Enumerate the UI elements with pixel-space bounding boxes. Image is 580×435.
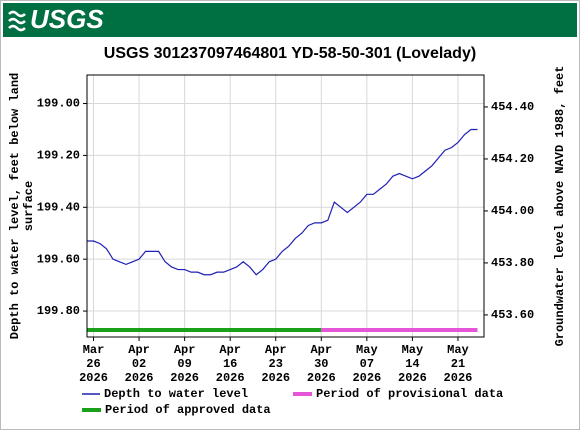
- y-tick-label: 199.00: [37, 97, 80, 111]
- x-tick-label: Apr: [219, 343, 241, 357]
- x-tick-label: 2026: [125, 371, 154, 385]
- x-tick-label: 21: [451, 357, 465, 371]
- x-tick-label: May: [447, 343, 469, 357]
- x-tick-label: 2026: [261, 371, 290, 385]
- x-tick-label: Apr: [128, 343, 150, 357]
- logo-text: USGS: [30, 4, 104, 34]
- x-tick-label: 26: [86, 357, 100, 371]
- x-tick-label: 2026: [352, 371, 381, 385]
- x-tick-label: 2026: [79, 371, 108, 385]
- x-tick-label: 07: [360, 357, 374, 371]
- y2-tick-label: 453.80: [491, 256, 534, 270]
- period-bar: [87, 328, 322, 332]
- x-tick-label: 2026: [216, 371, 245, 385]
- data-line: [87, 128, 478, 276]
- plot-frame: [86, 74, 485, 338]
- x-tick-label: 2026: [170, 371, 199, 385]
- legend-label: Depth to water level: [104, 387, 248, 401]
- chart-title: USGS 301237097464801 YD-58-50-301 (Lovel…: [104, 45, 476, 62]
- y2-tick-label: 453.60: [491, 308, 534, 322]
- x-tick-label: 09: [177, 357, 191, 371]
- x-tick-label: 16: [223, 357, 237, 371]
- period-bar: [321, 328, 478, 332]
- x-tick-label: 23: [269, 357, 283, 371]
- x-tick-label: May: [356, 343, 378, 357]
- y-tick-label: 199.80: [37, 304, 80, 318]
- y2-tick-label: 454.20: [491, 152, 534, 166]
- x-tick-label: 2026: [444, 371, 473, 385]
- y-tick-label: 199.20: [37, 149, 80, 163]
- x-tick-label: Apr: [265, 343, 287, 357]
- logo-waves: [8, 10, 26, 32]
- y-tick-label: 199.60: [37, 252, 80, 266]
- x-tick-label: 30: [314, 357, 328, 371]
- x-tick-label: 14: [405, 357, 419, 371]
- header-bar: [3, 3, 577, 37]
- y2-tick-label: 454.00: [491, 204, 534, 218]
- x-tick-label: Apr: [310, 343, 332, 357]
- x-tick-label: May: [402, 343, 424, 357]
- x-tick-label: 2026: [398, 371, 427, 385]
- x-tick-label: Mar: [83, 343, 105, 357]
- legend-label: Period of approved data: [105, 403, 271, 417]
- y-axis-label: Depth to water level, feet below land: [8, 73, 22, 339]
- x-tick-label: Apr: [174, 343, 196, 357]
- y2-tick-label: 454.40: [491, 100, 534, 114]
- y-tick-label: 199.40: [37, 200, 80, 214]
- y-axis-label: surface: [22, 181, 36, 231]
- y2-axis-label: Groundwater level above NAVD 1988, feet: [553, 66, 567, 347]
- x-tick-label: 02: [132, 357, 146, 371]
- legend-label: Period of provisional data: [316, 387, 503, 401]
- x-tick-label: 2026: [307, 371, 336, 385]
